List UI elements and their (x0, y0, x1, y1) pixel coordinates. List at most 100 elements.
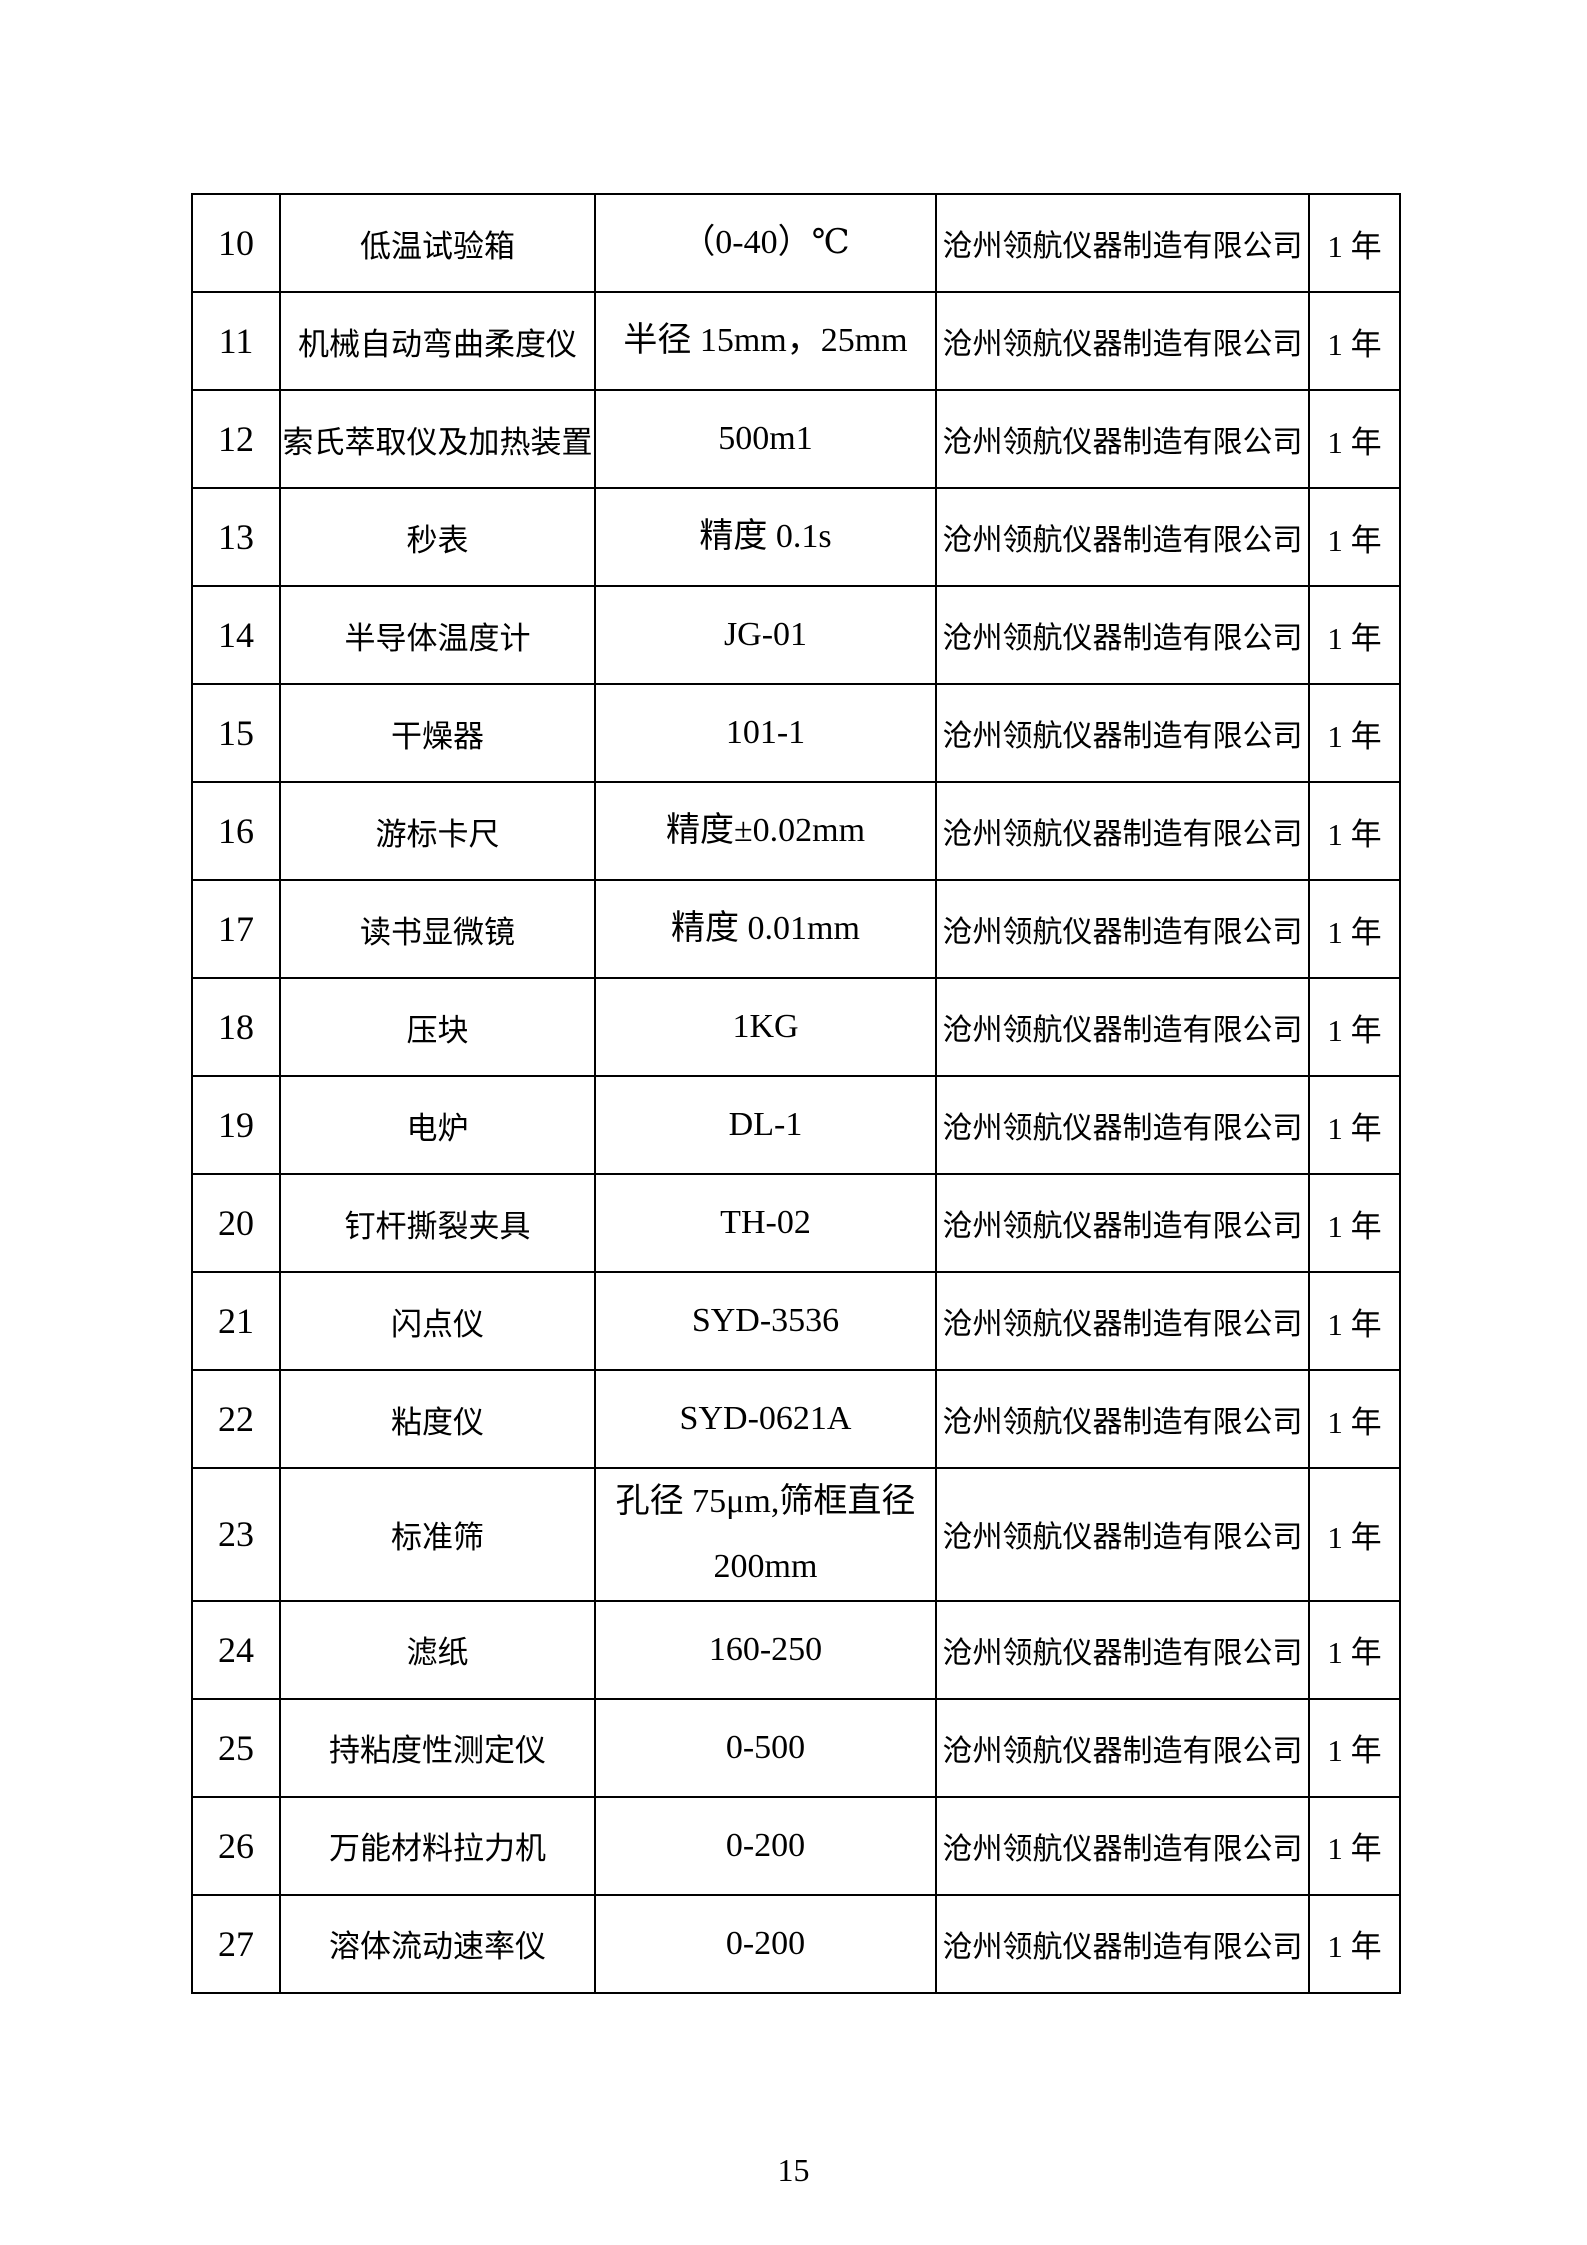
table-row: 14 半导体温度计 JG-01 沧州领航仪器制造有限公司 1 年 (191, 585, 1401, 685)
manufacturer-cell: 沧州领航仪器制造有限公司 (935, 977, 1310, 1077)
spec-cell: SYD-0621A (594, 1369, 937, 1469)
manufacturer-cell: 沧州领航仪器制造有限公司 (935, 585, 1310, 685)
spec-cell: 0-200 (594, 1795, 937, 1896)
table-row: 17 读书显微镜 精度 0.01mm 沧州领航仪器制造有限公司 1 年 (191, 879, 1401, 979)
equipment-name-cell: 低温试验箱 (279, 193, 596, 293)
spec-cell: 0-200 (594, 1893, 937, 1994)
equipment-name-cell: 溶体流动速率仪 (279, 1893, 596, 1994)
manufacturer-cell: 沧州领航仪器制造有限公司 (935, 389, 1310, 489)
manufacturer-cell: 沧州领航仪器制造有限公司 (935, 781, 1310, 881)
row-number-cell: 16 (191, 781, 281, 881)
spec-cell: 160-250 (594, 1599, 937, 1700)
spec-cell: 0-500 (594, 1697, 937, 1798)
table-row: 23 标准筛 孔径 75μm,筛框直径 200mm 沧州领航仪器制造有限公司 1 年 (191, 1467, 1401, 1602)
manufacturer-cell: 沧州领航仪器制造有限公司 (935, 487, 1310, 587)
spec-cell: 精度±0.02mm (594, 781, 937, 881)
table-row: 24 滤纸 160-250 沧州领航仪器制造有限公司 1 年 (191, 1599, 1401, 1700)
table-row: 10 低温试验箱 （0-40）℃ 沧州领航仪器制造有限公司 1 年 (191, 193, 1401, 293)
duration-cell: 1 年 (1308, 683, 1401, 783)
duration-cell: 1 年 (1308, 1467, 1401, 1602)
row-number-cell: 23 (191, 1467, 281, 1602)
manufacturer-cell: 沧州领航仪器制造有限公司 (935, 1599, 1310, 1700)
row-number-cell: 15 (191, 683, 281, 783)
spec-cell: 500m1 (594, 389, 937, 489)
row-number-cell: 14 (191, 585, 281, 685)
spec-cell: （0-40）℃ (594, 193, 937, 293)
table-row: 13 秒表 精度 0.1s 沧州领航仪器制造有限公司 1 年 (191, 487, 1401, 587)
row-number-cell: 18 (191, 977, 281, 1077)
equipment-name-cell: 秒表 (279, 487, 596, 587)
row-number-cell: 22 (191, 1369, 281, 1469)
equipment-name-cell: 游标卡尺 (279, 781, 596, 881)
duration-cell: 1 年 (1308, 1075, 1401, 1175)
table-row: 16 游标卡尺 精度±0.02mm 沧州领航仪器制造有限公司 1 年 (191, 781, 1401, 881)
manufacturer-cell: 沧州领航仪器制造有限公司 (935, 291, 1310, 391)
row-number-cell: 25 (191, 1697, 281, 1798)
table-row: 27 溶体流动速率仪 0-200 沧州领航仪器制造有限公司 1 年 (191, 1893, 1401, 1994)
row-number-cell: 19 (191, 1075, 281, 1175)
table-row: 18 压块 1KG 沧州领航仪器制造有限公司 1 年 (191, 977, 1401, 1077)
spec-cell: TH-02 (594, 1173, 937, 1273)
equipment-name-cell: 索氏萃取仪及加热装置 (279, 389, 596, 489)
duration-cell: 1 年 (1308, 291, 1401, 391)
equipment-name-cell: 半导体温度计 (279, 585, 596, 685)
equipment-table-body: 10 低温试验箱 （0-40）℃ 沧州领航仪器制造有限公司 1 年 11 机械自动弯曲柔度仪… (191, 193, 1401, 1994)
manufacturer-cell: 沧州领航仪器制造有限公司 (935, 193, 1310, 293)
manufacturer-cell: 沧州领航仪器制造有限公司 (935, 1369, 1310, 1469)
duration-cell: 1 年 (1308, 879, 1401, 979)
equipment-name-cell: 机械自动弯曲柔度仪 (279, 291, 596, 391)
page-number: 15 (777, 2152, 810, 2188)
equipment-name-cell: 滤纸 (279, 1599, 596, 1700)
row-number-cell: 17 (191, 879, 281, 979)
spec-cell: SYD-3536 (594, 1271, 937, 1371)
duration-cell: 1 年 (1308, 193, 1401, 293)
table-row: 11 机械自动弯曲柔度仪 半径 15mm，25mm 沧州领航仪器制造有限公司 1 年 (191, 291, 1401, 391)
duration-cell: 1 年 (1308, 487, 1401, 587)
manufacturer-cell: 沧州领航仪器制造有限公司 (935, 1795, 1310, 1896)
row-number-cell: 12 (191, 389, 281, 489)
spec-cell: 精度 0.01mm (594, 879, 937, 979)
manufacturer-cell: 沧州领航仪器制造有限公司 (935, 1271, 1310, 1371)
equipment-name-cell: 钉杆撕裂夹具 (279, 1173, 596, 1273)
spec-cell: 1KG (594, 977, 937, 1077)
equipment-name-cell: 粘度仪 (279, 1369, 596, 1469)
duration-cell: 1 年 (1308, 1369, 1401, 1469)
manufacturer-cell: 沧州领航仪器制造有限公司 (935, 1173, 1310, 1273)
equipment-name-cell: 万能材料拉力机 (279, 1795, 596, 1896)
manufacturer-cell: 沧州领航仪器制造有限公司 (935, 683, 1310, 783)
table-row: 26 万能材料拉力机 0-200 沧州领航仪器制造有限公司 1 年 (191, 1795, 1401, 1896)
equipment-name-cell: 压块 (279, 977, 596, 1077)
table-row: 19 电炉 DL-1 沧州领航仪器制造有限公司 1 年 (191, 1075, 1401, 1175)
equipment-table: 10 低温试验箱 （0-40）℃ 沧州领航仪器制造有限公司 1 年 11 机械自动弯曲柔度仪… (191, 193, 1401, 1994)
spec-cell: 孔径 75μm,筛框直径 200mm (594, 1467, 937, 1602)
duration-cell: 1 年 (1308, 585, 1401, 685)
duration-cell: 1 年 (1308, 1697, 1401, 1798)
spec-cell: 101-1 (594, 683, 937, 783)
table-row: 21 闪点仪 SYD-3536 沧州领航仪器制造有限公司 1 年 (191, 1271, 1401, 1371)
row-number-cell: 24 (191, 1599, 281, 1700)
table-row: 22 粘度仪 SYD-0621A 沧州领航仪器制造有限公司 1 年 (191, 1369, 1401, 1469)
spec-cell: JG-01 (594, 585, 937, 685)
row-number-cell: 13 (191, 487, 281, 587)
row-number-cell: 20 (191, 1173, 281, 1273)
row-number-cell: 21 (191, 1271, 281, 1371)
manufacturer-cell: 沧州领航仪器制造有限公司 (935, 1893, 1310, 1994)
equipment-name-cell: 标准筛 (279, 1467, 596, 1602)
row-number-cell: 11 (191, 291, 281, 391)
manufacturer-cell: 沧州领航仪器制造有限公司 (935, 1467, 1310, 1602)
manufacturer-cell: 沧州领航仪器制造有限公司 (935, 879, 1310, 979)
duration-cell: 1 年 (1308, 1599, 1401, 1700)
table-row: 12 索氏萃取仪及加热装置 500m1 沧州领航仪器制造有限公司 1 年 (191, 389, 1401, 489)
equipment-name-cell: 持粘度性测定仪 (279, 1697, 596, 1798)
spec-cell: 精度 0.1s (594, 487, 937, 587)
equipment-name-cell: 读书显微镜 (279, 879, 596, 979)
table-row: 25 持粘度性测定仪 0-500 沧州领航仪器制造有限公司 1 年 (191, 1697, 1401, 1798)
row-number-cell: 10 (191, 193, 281, 293)
duration-cell: 1 年 (1308, 781, 1401, 881)
equipment-name-cell: 电炉 (279, 1075, 596, 1175)
duration-cell: 1 年 (1308, 389, 1401, 489)
equipment-name-cell: 闪点仪 (279, 1271, 596, 1371)
manufacturer-cell: 沧州领航仪器制造有限公司 (935, 1075, 1310, 1175)
spec-cell: 半径 15mm，25mm (594, 291, 937, 391)
